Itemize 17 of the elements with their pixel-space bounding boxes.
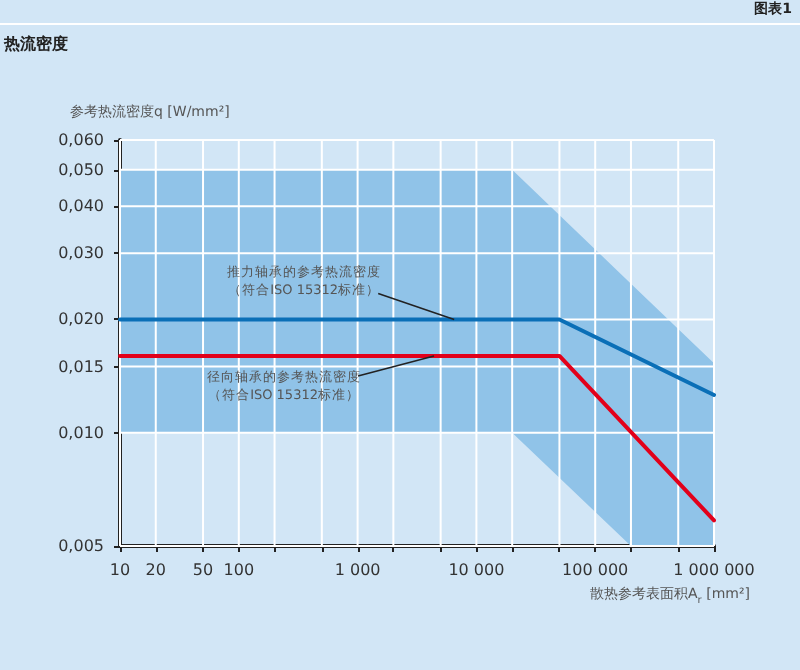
x-tick-label: 20: [145, 561, 166, 579]
y-tick-label: 0,030: [58, 244, 104, 263]
chart-title: 热流密度: [2, 33, 68, 53]
x-tick-label: 50: [192, 561, 214, 579]
x-tick-label: 100 000: [562, 561, 629, 579]
x-tick-label: 10: [109, 561, 131, 579]
y-tick-label: 0,015: [58, 357, 104, 376]
x-tick-label: 1 000: [334, 561, 381, 579]
x-tick-label: 10 000: [448, 561, 505, 579]
y-tick-label: 0,060: [58, 131, 104, 149]
x-tick-label: 1 000 000: [673, 561, 755, 579]
y-tick-label: 0,050: [58, 160, 104, 179]
y-tick-label: 0,040: [58, 197, 104, 216]
y-tick-label: 0,010: [58, 423, 104, 442]
y-tick-label: 0,005: [58, 537, 104, 555]
y-tick-label: 0,020: [58, 310, 104, 329]
x-tick-label: 100: [223, 561, 255, 579]
